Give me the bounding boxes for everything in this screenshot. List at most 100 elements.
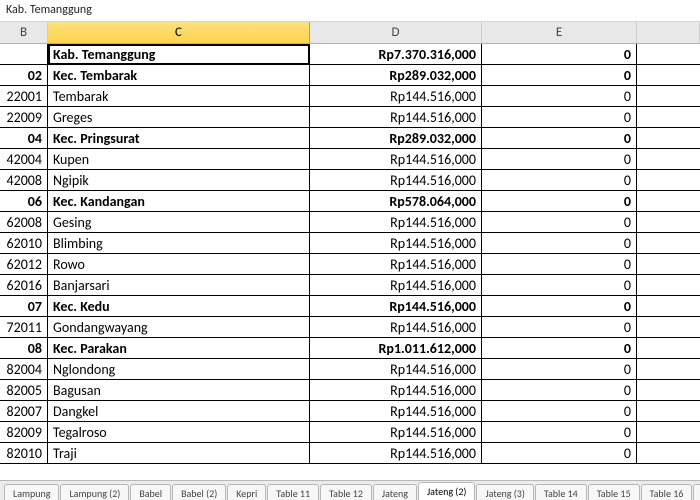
sheet-tab[interactable]: Jateng (2) [418, 482, 475, 500]
cell-f[interactable] [637, 359, 700, 380]
cell-c[interactable]: Traji [48, 443, 310, 464]
cell-b[interactable]: 62016 [0, 275, 48, 296]
cell-b[interactable]: 42004 [0, 149, 48, 170]
cell-b[interactable]: 72011 [0, 317, 48, 338]
cell-c[interactable]: Gesing [48, 212, 310, 233]
cell-c[interactable]: Ngipik [48, 170, 310, 191]
cell-c[interactable]: Tegalroso [48, 422, 310, 443]
cell-c[interactable]: Dangkel [48, 401, 310, 422]
cell-c[interactable]: Rowo [48, 254, 310, 275]
cell-c[interactable]: Nglondong [48, 359, 310, 380]
cell-b[interactable]: 42008 [0, 170, 48, 191]
sheet-tab[interactable]: Table 14 [535, 484, 587, 500]
cell-e[interactable]: 0 [482, 338, 637, 359]
cell-b[interactable]: 62010 [0, 233, 48, 254]
cell-f[interactable] [637, 212, 700, 233]
cell-d[interactable]: Rp144.516,000 [310, 275, 482, 296]
cell-c[interactable]: Tembarak [48, 86, 310, 107]
cell-e[interactable]: 0 [482, 380, 637, 401]
cell-f[interactable] [637, 191, 700, 212]
sheet-tab[interactable]: Babel (2) [172, 484, 226, 500]
cell-f[interactable] [637, 422, 700, 443]
sheet-tab[interactable]: Table 11 [267, 484, 319, 500]
cell-e[interactable]: 0 [482, 191, 637, 212]
cell-f[interactable] [637, 317, 700, 338]
cell-f[interactable] [637, 443, 700, 464]
cell-b[interactable]: 22009 [0, 107, 48, 128]
cell-f[interactable] [637, 233, 700, 254]
cell-c[interactable]: Gondangwayang [48, 317, 310, 338]
cell-d[interactable]: Rp144.516,000 [310, 401, 482, 422]
cell-c[interactable]: Kec. Tembarak [48, 65, 310, 86]
cell-d[interactable]: Rp144.516,000 [310, 296, 482, 317]
cell-e[interactable]: 0 [482, 86, 637, 107]
cell-d[interactable]: Rp144.516,000 [310, 422, 482, 443]
sheet-tab[interactable]: Table 15 [588, 484, 640, 500]
cell-c[interactable]: Kab. Temanggung [48, 44, 310, 65]
cell-d[interactable]: Rp144.516,000 [310, 86, 482, 107]
cell-f[interactable] [637, 44, 700, 65]
cell-c[interactable]: Kec. Kandangan [48, 191, 310, 212]
cell-d[interactable]: Rp289.032,000 [310, 65, 482, 86]
cell-e[interactable]: 0 [482, 422, 637, 443]
cell-c[interactable]: Blimbing [48, 233, 310, 254]
cell-d[interactable]: Rp144.516,000 [310, 359, 482, 380]
sheet-tab[interactable]: Tab [693, 484, 700, 500]
cell-b[interactable]: 08 [0, 338, 48, 359]
cell-e[interactable]: 0 [482, 212, 637, 233]
cell-d[interactable]: Rp144.516,000 [310, 254, 482, 275]
cell-e[interactable]: 0 [482, 107, 637, 128]
sheet-tab[interactable]: Table 16 [641, 484, 693, 500]
cell-b[interactable]: 82004 [0, 359, 48, 380]
formula-bar[interactable]: Kab. Temanggung [0, 0, 700, 22]
cell-b[interactable] [0, 44, 48, 65]
cell-b[interactable]: 07 [0, 296, 48, 317]
cell-d[interactable]: Rp7.370.316,000 [310, 44, 482, 65]
sheet-tab[interactable]: Table 12 [320, 484, 372, 500]
cell-e[interactable]: 0 [482, 401, 637, 422]
cell-d[interactable]: Rp144.516,000 [310, 317, 482, 338]
cell-e[interactable]: 0 [482, 128, 637, 149]
cell-d[interactable]: Rp1.011.612,000 [310, 338, 482, 359]
cell-c[interactable]: Kec. Parakan [48, 338, 310, 359]
cell-e[interactable]: 0 [482, 254, 637, 275]
col-header-c[interactable]: C [48, 22, 310, 43]
cell-f[interactable] [637, 65, 700, 86]
cell-f[interactable] [637, 86, 700, 107]
cell-f[interactable] [637, 380, 700, 401]
cell-e[interactable]: 0 [482, 296, 637, 317]
sheet-tab[interactable]: Jateng [373, 484, 417, 500]
cell-e[interactable]: 0 [482, 359, 637, 380]
col-header-e[interactable]: E [482, 22, 637, 43]
cell-f[interactable] [637, 275, 700, 296]
sheet-tab[interactable]: Lampung [4, 484, 59, 500]
cell-f[interactable] [637, 107, 700, 128]
cell-e[interactable]: 0 [482, 233, 637, 254]
cell-d[interactable]: Rp144.516,000 [310, 107, 482, 128]
cell-c[interactable]: Greges [48, 107, 310, 128]
cell-f[interactable] [637, 128, 700, 149]
cell-d[interactable]: Rp144.516,000 [310, 233, 482, 254]
cell-e[interactable]: 0 [482, 149, 637, 170]
cell-b[interactable]: 82005 [0, 380, 48, 401]
cell-f[interactable] [637, 296, 700, 317]
cell-f[interactable] [637, 149, 700, 170]
cell-d[interactable]: Rp144.516,000 [310, 170, 482, 191]
cell-c[interactable]: Banjarsari [48, 275, 310, 296]
cell-c[interactable]: Kupen [48, 149, 310, 170]
col-header-d[interactable]: D [310, 22, 482, 43]
cell-d[interactable]: Rp578.064,000 [310, 191, 482, 212]
cell-b[interactable]: 22001 [0, 86, 48, 107]
cell-e[interactable]: 0 [482, 275, 637, 296]
cell-e[interactable]: 0 [482, 44, 637, 65]
sheet-tab[interactable]: Jateng (3) [476, 484, 533, 500]
cell-e[interactable]: 0 [482, 65, 637, 86]
cell-c[interactable]: Kec. Kedu [48, 296, 310, 317]
cell-d[interactable]: Rp144.516,000 [310, 212, 482, 233]
cell-b[interactable]: 82010 [0, 443, 48, 464]
sheet-tab[interactable]: Kepri [227, 484, 266, 500]
cell-f[interactable] [637, 254, 700, 275]
cell-d[interactable]: Rp289.032,000 [310, 128, 482, 149]
cell-d[interactable]: Rp144.516,000 [310, 443, 482, 464]
cell-e[interactable]: 0 [482, 170, 637, 191]
